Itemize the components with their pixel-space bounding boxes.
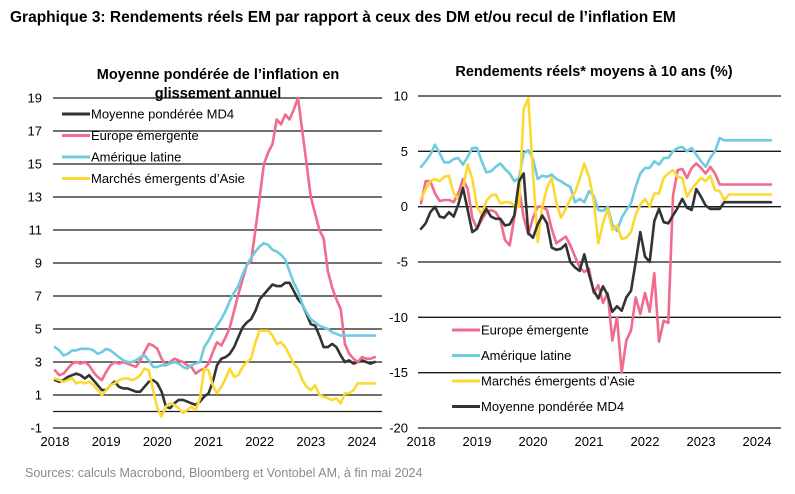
left-gridlines <box>53 97 382 429</box>
legend-label: Europe émergente <box>481 323 589 338</box>
x-tick-label: 2019 <box>92 434 121 449</box>
chart-title-line: Moyenne pondérée de l’inflation en <box>97 67 340 83</box>
series-line-europe <box>53 96 377 382</box>
x-tick-label: 2021 <box>194 434 223 449</box>
y-tick-label: 11 <box>29 223 43 238</box>
x-tick-label: 2024 <box>348 434 377 449</box>
y-tick-label: 1 <box>35 388 42 403</box>
y-tick-label: -1 <box>30 421 42 436</box>
chart-title-line: Rendements réels* moyens à 10 ans (%) <box>455 64 732 80</box>
left-series <box>53 96 377 418</box>
right-series <box>419 96 773 375</box>
series-line-md4 <box>419 172 773 314</box>
y-tick-label: 9 <box>35 256 42 271</box>
left-y-axis: 19 17 15 13 11 9 7 5 3 1 -1 <box>28 91 42 436</box>
series-line-asia <box>419 96 773 245</box>
y-tick-label: -20 <box>389 421 408 436</box>
y-tick-label: 0 <box>401 199 408 214</box>
legend-label: Marchés émergents d’Asie <box>91 171 245 186</box>
x-tick-label: 2021 <box>575 434 604 449</box>
legend-label: Marchés émergents d’Asie <box>481 374 635 389</box>
right-legend: Europe émergente Amérique latine Marchés é… <box>452 323 635 414</box>
y-tick-label: 5 <box>401 144 408 159</box>
x-tick-label: 2018 <box>407 434 436 449</box>
left-x-axis: 2018 2019 2020 2021 2022 2023 2024 <box>41 434 377 449</box>
right-y-axis: 10 5 0 -5 -10 -15 -20 <box>389 89 408 436</box>
series-line-asia <box>53 329 377 418</box>
series-line-europe <box>419 162 773 375</box>
y-tick-label: 5 <box>35 322 42 337</box>
series-line-latam <box>419 136 773 233</box>
x-tick-label: 2024 <box>743 434 772 449</box>
y-tick-label: 15 <box>28 157 42 172</box>
real-yields-chart: 10 5 0 -5 -10 -15 -20 2018 2019 2020 2021 2022 2023… <box>389 64 781 449</box>
y-tick-label: 10 <box>394 89 408 104</box>
x-tick-label: 2023 <box>687 434 716 449</box>
series-line-latam <box>53 241 377 370</box>
legend-label: Europe émergente <box>91 128 199 143</box>
right-x-axis: 2018 2019 2020 2021 2022 2023 2024 <box>407 434 772 449</box>
x-tick-label: 2020 <box>519 434 548 449</box>
x-tick-label: 2022 <box>631 434 660 449</box>
x-tick-label: 2023 <box>296 434 325 449</box>
figure-title: Graphique 3: Rendements réels EM par rap… <box>10 9 676 26</box>
x-tick-label: 2019 <box>463 434 492 449</box>
left-legend: Moyenne pondérée MD4 Europe émergente Amér… <box>62 107 245 186</box>
chart-title-line: glissement annuel <box>155 86 282 102</box>
x-tick-label: 2022 <box>245 434 274 449</box>
legend-label: Amérique latine <box>481 348 571 363</box>
legend-label: Moyenne pondérée MD4 <box>481 399 624 414</box>
right-chart-title: Rendements réels* moyens à 10 ans (%) <box>455 64 732 80</box>
x-tick-label: 2018 <box>41 434 70 449</box>
y-tick-label: 3 <box>35 355 42 370</box>
y-tick-label: 17 <box>28 124 42 139</box>
legend-label: Moyenne pondérée MD4 <box>91 107 234 122</box>
y-tick-label: 7 <box>35 289 42 304</box>
x-tick-label: 2020 <box>143 434 172 449</box>
y-tick-label: 13 <box>28 190 42 205</box>
source-note: Sources: calculs Macrobond, Bloomberg et… <box>25 466 423 480</box>
y-tick-label: -5 <box>396 255 408 270</box>
legend-label: Amérique latine <box>91 150 181 165</box>
y-tick-label: -15 <box>389 365 408 380</box>
y-tick-label: -10 <box>389 310 408 325</box>
y-tick-label: 19 <box>28 91 42 106</box>
left-chart-title: Moyenne pondérée de l’inflation en glisse… <box>97 67 340 102</box>
